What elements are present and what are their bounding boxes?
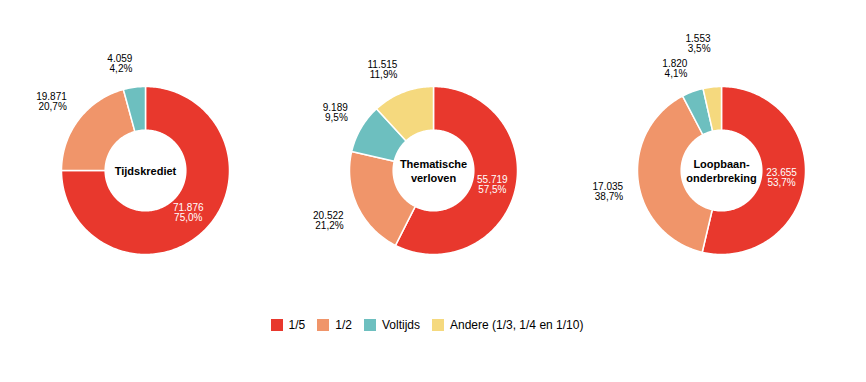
svg-text:23.65553,7%: 23.65553,7% [766, 167, 797, 188]
svg-text:Thematischeverloven: Thematischeverloven [400, 158, 467, 184]
svg-text:9.1899,5%: 9.1899,5% [323, 102, 348, 123]
svg-text:1.5533,5%: 1.5533,5% [686, 33, 711, 54]
svg-text:1.8204,1%: 1.8204,1% [662, 58, 687, 79]
svg-text:Loopbaan-onderbreking: Loopbaan-onderbreking [686, 158, 756, 184]
svg-text:71.87675,0%: 71.87675,0% [173, 202, 204, 223]
html-text:1/5: 1/5 [288, 317, 306, 332]
svg-text:17.03538,7%: 17.03538,7% [593, 181, 624, 202]
html-text:Voltijds: Voltijds [382, 317, 420, 332]
html-text:Andere (1/3, 1/4 en 1/10): Andere (1/3, 1/4 en 1/10) [450, 317, 584, 332]
svg-text:4.0594,2%: 4.0594,2% [107, 53, 132, 74]
svg-text:19.87120,7%: 19.87120,7% [36, 91, 67, 112]
svg-text:55.71957,5%: 55.71957,5% [477, 174, 508, 195]
svg-text:20.52221,2%: 20.52221,2% [313, 210, 344, 231]
svg-text:Tijdskrediet: Tijdskrediet [115, 165, 177, 177]
svg-text:11.51511,9%: 11.51511,9% [368, 59, 398, 80]
html-text:1/2: 1/2 [335, 317, 352, 332]
